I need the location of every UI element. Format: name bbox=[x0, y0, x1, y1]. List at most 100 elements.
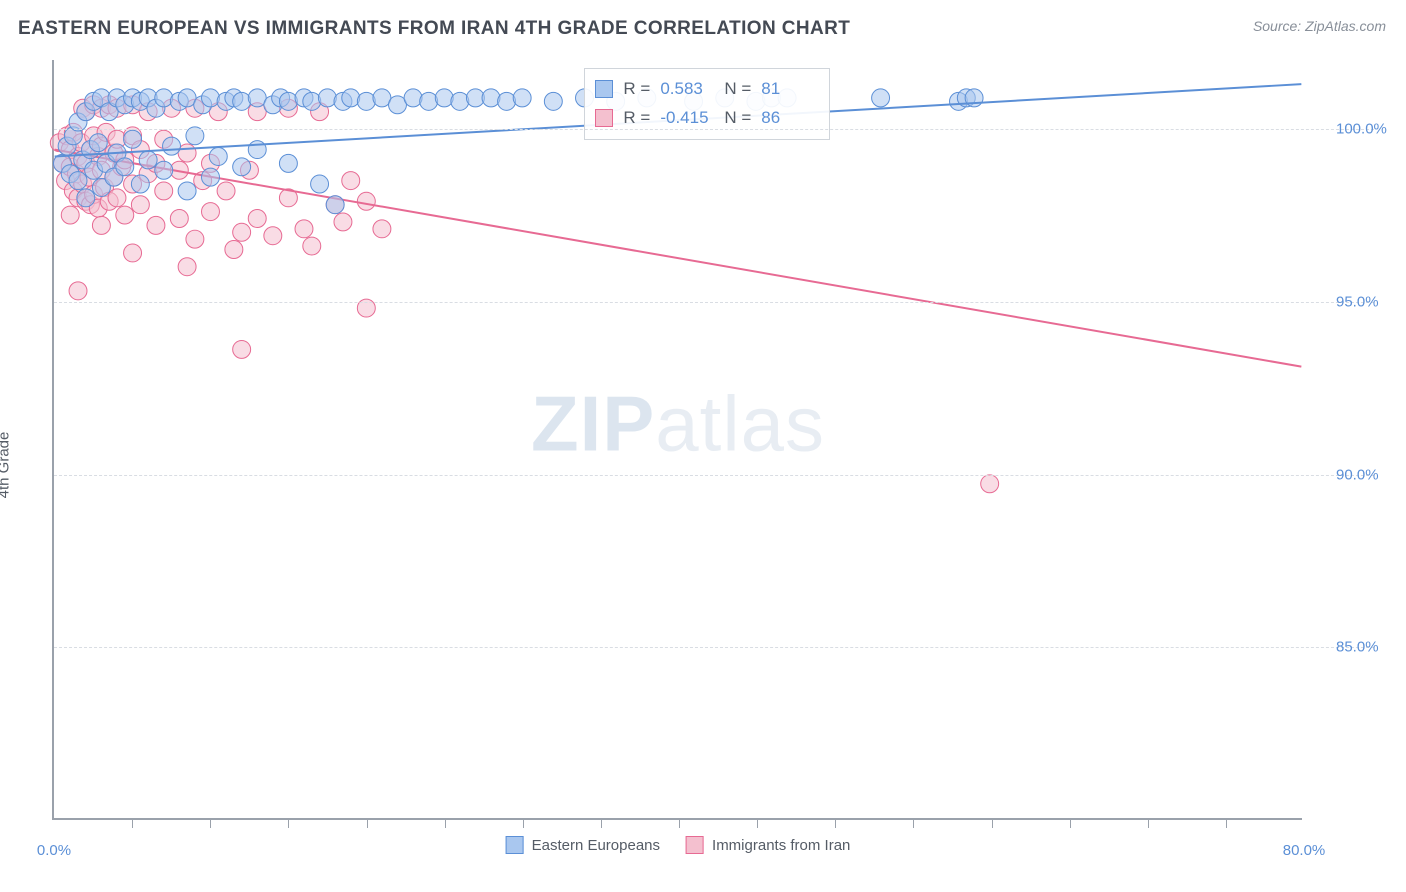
pink-point bbox=[342, 172, 360, 190]
pink-point bbox=[357, 192, 375, 210]
x-tick bbox=[913, 818, 914, 828]
pink-point bbox=[108, 189, 126, 207]
blue-point bbox=[318, 89, 336, 107]
x-tick bbox=[210, 818, 211, 828]
x-tick bbox=[132, 818, 133, 828]
blue-point bbox=[163, 137, 181, 155]
pink-point bbox=[248, 210, 266, 228]
blue-point bbox=[155, 161, 173, 179]
legend-label: Immigrants from Iran bbox=[712, 837, 850, 854]
x-tick bbox=[992, 818, 993, 828]
legend-swatch bbox=[506, 836, 524, 854]
pink-point bbox=[69, 282, 87, 300]
blue-point bbox=[69, 172, 87, 190]
legend-item: Immigrants from Iran bbox=[686, 836, 850, 854]
blue-point bbox=[116, 158, 134, 176]
blue-point bbox=[233, 92, 251, 110]
blue-point bbox=[131, 175, 149, 193]
blue-point bbox=[139, 151, 157, 169]
stats-swatch bbox=[595, 80, 613, 98]
plot-area: ZIPatlas R =0.583N =81R =-0.415N =86 Eas… bbox=[52, 60, 1302, 820]
x-tick bbox=[601, 818, 602, 828]
pink-point bbox=[92, 216, 110, 234]
gridline bbox=[54, 302, 1374, 303]
y-tick-label: 95.0% bbox=[1336, 293, 1379, 310]
blue-point bbox=[482, 89, 500, 107]
legend-swatch bbox=[686, 836, 704, 854]
chart-container: 4th Grade ZIPatlas R =0.583N =81R =-0.41… bbox=[14, 50, 1394, 880]
legend-item: Eastern Europeans bbox=[506, 836, 660, 854]
pink-point bbox=[202, 203, 220, 221]
pink-point bbox=[295, 220, 313, 238]
stats-r-label: R = bbox=[623, 75, 650, 104]
blue-point bbox=[248, 141, 266, 159]
pink-point bbox=[303, 237, 321, 255]
x-tick bbox=[835, 818, 836, 828]
x-tick bbox=[523, 818, 524, 828]
pink-point bbox=[155, 182, 173, 200]
scatter-svg bbox=[54, 60, 1302, 818]
pink-point bbox=[61, 206, 79, 224]
pink-point bbox=[264, 227, 282, 245]
pink-point bbox=[178, 258, 196, 276]
pink-point bbox=[124, 244, 142, 262]
blue-point bbox=[124, 130, 142, 148]
pink-point bbox=[225, 241, 243, 259]
y-tick-label: 90.0% bbox=[1336, 466, 1379, 483]
x-tick bbox=[445, 818, 446, 828]
pink-point bbox=[233, 340, 251, 358]
legend: Eastern Europeans Immigrants from Iran bbox=[506, 836, 851, 854]
blue-point bbox=[77, 189, 95, 207]
source-label: Source: ZipAtlas.com bbox=[1253, 18, 1386, 34]
blue-point bbox=[357, 92, 375, 110]
blue-point bbox=[233, 158, 251, 176]
y-axis-label: 4th Grade bbox=[0, 432, 13, 499]
pink-point bbox=[116, 206, 134, 224]
pink-point bbox=[373, 220, 391, 238]
blue-point bbox=[544, 92, 562, 110]
blue-point bbox=[498, 92, 516, 110]
x-tick-label: 80.0% bbox=[1283, 842, 1326, 859]
blue-point bbox=[342, 89, 360, 107]
stats-r-value: 0.583 bbox=[660, 75, 714, 104]
x-tick bbox=[757, 818, 758, 828]
x-tick bbox=[288, 818, 289, 828]
chart-title: EASTERN EUROPEAN VS IMMIGRANTS FROM IRAN… bbox=[18, 18, 850, 40]
blue-point bbox=[420, 92, 438, 110]
x-tick bbox=[679, 818, 680, 828]
blue-point bbox=[178, 182, 196, 200]
blue-point bbox=[89, 134, 107, 152]
blue-point bbox=[435, 89, 453, 107]
blue-point bbox=[303, 92, 321, 110]
blue-point bbox=[202, 168, 220, 186]
stats-row: R = 0.583 N = 81 bbox=[595, 75, 815, 104]
pink-point bbox=[233, 223, 251, 241]
blue-point bbox=[513, 89, 531, 107]
gridline bbox=[54, 647, 1374, 648]
blue-point bbox=[209, 147, 227, 165]
pink-point bbox=[131, 196, 149, 214]
gridline bbox=[54, 129, 1374, 130]
x-tick bbox=[1070, 818, 1071, 828]
legend-label: Eastern Europeans bbox=[532, 837, 660, 854]
pink-trendline bbox=[55, 150, 1302, 367]
blue-point bbox=[155, 89, 173, 107]
pink-point bbox=[334, 213, 352, 231]
stats-n-label: N = bbox=[724, 75, 751, 104]
blue-point bbox=[451, 92, 469, 110]
pink-point bbox=[981, 475, 999, 493]
pink-point bbox=[147, 216, 165, 234]
blue-point bbox=[311, 175, 329, 193]
stats-n-value: 81 bbox=[761, 75, 815, 104]
blue-point bbox=[202, 89, 220, 107]
x-tick bbox=[367, 818, 368, 828]
stats-swatch bbox=[595, 109, 613, 127]
gridline bbox=[54, 475, 1374, 476]
pink-point bbox=[170, 210, 188, 228]
blue-point bbox=[404, 89, 422, 107]
x-tick bbox=[1148, 818, 1149, 828]
blue-point bbox=[279, 154, 297, 172]
blue-point bbox=[872, 89, 890, 107]
blue-point bbox=[279, 92, 297, 110]
x-tick-label: 0.0% bbox=[37, 842, 71, 859]
